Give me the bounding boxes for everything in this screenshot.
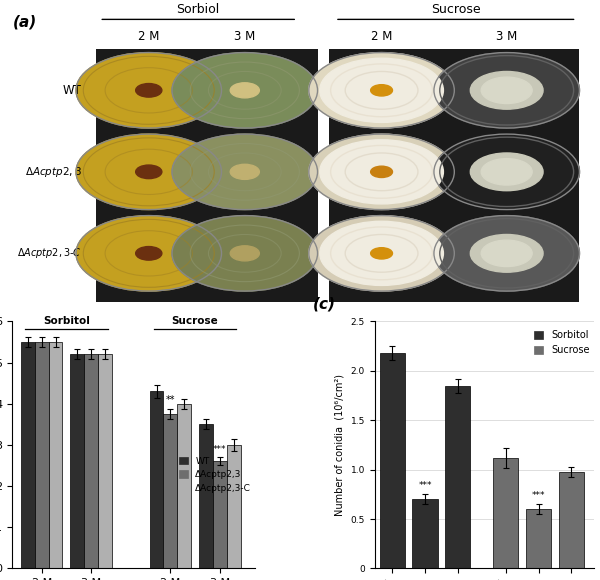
Text: Sucrose: Sucrose: [172, 316, 218, 327]
Text: 2 M: 2 M: [138, 30, 160, 43]
Text: Sucrose: Sucrose: [431, 3, 480, 16]
Y-axis label: Number of conidia  (10⁶/cm²): Number of conidia (10⁶/cm²): [335, 374, 345, 516]
Text: WT: WT: [63, 84, 82, 97]
Circle shape: [309, 134, 454, 209]
FancyBboxPatch shape: [329, 49, 580, 302]
Text: 3 M: 3 M: [496, 30, 517, 43]
Bar: [70, 354, 84, 568]
Circle shape: [320, 221, 443, 285]
Bar: [559, 472, 584, 568]
Circle shape: [434, 53, 580, 128]
Bar: [163, 414, 177, 568]
Bar: [177, 404, 191, 568]
Circle shape: [470, 71, 543, 109]
Bar: [199, 425, 213, 568]
Bar: [380, 353, 405, 568]
Circle shape: [320, 58, 443, 122]
Circle shape: [481, 158, 532, 185]
Legend: WT, ΔAcptp2,3, ΔAcptp2,3-C: WT, ΔAcptp2,3, ΔAcptp2,3-C: [175, 453, 255, 496]
Circle shape: [172, 216, 317, 291]
Circle shape: [320, 140, 443, 204]
Legend: Sorbitol, Sucrose: Sorbitol, Sucrose: [530, 327, 593, 359]
Circle shape: [481, 240, 532, 267]
Circle shape: [434, 134, 580, 209]
Bar: [21, 342, 35, 568]
Circle shape: [470, 234, 543, 272]
Text: ***: ***: [418, 481, 432, 490]
Circle shape: [76, 134, 221, 209]
Bar: [526, 509, 551, 568]
Circle shape: [136, 84, 162, 97]
Circle shape: [230, 164, 259, 179]
Text: 3 M: 3 M: [234, 30, 256, 43]
Circle shape: [309, 53, 454, 128]
Bar: [493, 458, 518, 568]
Bar: [84, 354, 98, 568]
Text: **: **: [166, 395, 175, 405]
Circle shape: [309, 216, 454, 291]
Bar: [445, 386, 470, 568]
Bar: [412, 499, 437, 568]
Circle shape: [172, 134, 317, 209]
Circle shape: [136, 165, 162, 179]
Text: $\Delta Acptp2,3$-C: $\Delta Acptp2,3$-C: [17, 246, 82, 260]
Circle shape: [230, 83, 259, 98]
FancyBboxPatch shape: [97, 49, 317, 302]
Circle shape: [434, 216, 580, 291]
Circle shape: [76, 216, 221, 291]
Circle shape: [230, 246, 259, 261]
Text: (a): (a): [13, 15, 37, 30]
Circle shape: [371, 85, 392, 96]
Circle shape: [481, 77, 532, 104]
Text: $\Delta Acptp2,3$: $\Delta Acptp2,3$: [25, 165, 82, 179]
Bar: [35, 342, 49, 568]
Text: Sorbiol: Sorbiol: [176, 3, 220, 16]
Circle shape: [371, 166, 392, 177]
Text: (c): (c): [313, 296, 336, 311]
Circle shape: [371, 248, 392, 259]
Text: Sorbitol: Sorbitol: [43, 316, 90, 327]
Bar: [49, 342, 62, 568]
Bar: [98, 354, 112, 568]
Bar: [149, 392, 163, 568]
Circle shape: [172, 53, 317, 128]
Text: 2 M: 2 M: [371, 30, 392, 43]
Text: ***: ***: [213, 445, 227, 454]
Circle shape: [76, 53, 221, 128]
Bar: [227, 445, 241, 568]
Circle shape: [136, 246, 162, 260]
Text: ***: ***: [532, 491, 545, 500]
Bar: [213, 461, 227, 568]
Circle shape: [470, 153, 543, 191]
